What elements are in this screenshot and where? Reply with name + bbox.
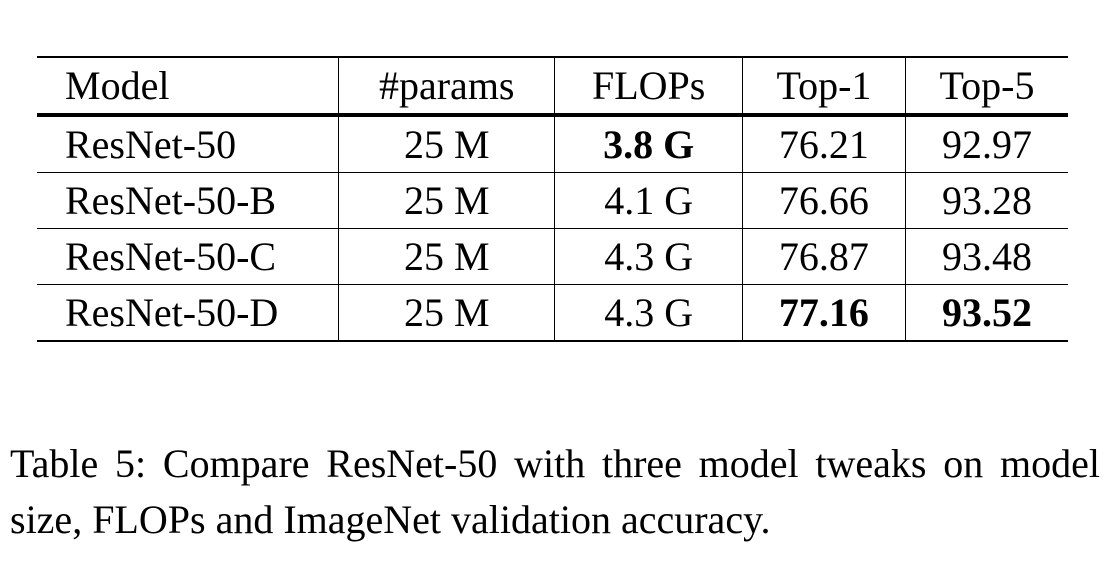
row: ResNet-50 25 M 3.8 G 76.21 92.97 — [37, 115, 1068, 173]
cell: ResNet-50 — [37, 115, 339, 173]
header-cell: Model — [37, 57, 339, 115]
cell: 25 M — [337, 284, 556, 341]
header-cell: Top-5 — [904, 57, 1068, 115]
row: ResNet-50-B 25 M 4.1 G 76.66 93.28 — [37, 172, 1068, 229]
cell: 4.3 G — [554, 228, 743, 285]
cell: 93.28 — [904, 172, 1068, 229]
cell: 76.87 — [741, 228, 906, 285]
cell: 76.21 — [741, 115, 906, 173]
header-row: Model #params FLOPs Top-1 Top-5 — [37, 57, 1068, 115]
cell: 77.16 — [741, 284, 906, 341]
cell: 3.8 G — [554, 115, 743, 173]
header-cell: #params — [337, 57, 556, 115]
row: ResNet-50-D 25 M 4.3 G 77.16 93.52 — [37, 284, 1068, 341]
cell: 25 M — [337, 115, 556, 173]
cell: ResNet-50-C — [37, 228, 339, 285]
row: ResNet-50-C 25 M 4.3 G 76.87 93.48 — [37, 228, 1068, 285]
cell: ResNet-50-D — [37, 284, 339, 341]
cell: ResNet-50-B — [37, 172, 339, 229]
header-cell: Top-1 — [741, 57, 906, 115]
header-cell: FLOPs — [554, 57, 743, 115]
cell: 4.3 G — [554, 284, 743, 341]
cell: 76.66 — [741, 172, 906, 229]
cell: 25 M — [337, 228, 556, 285]
caption: Table 5: Compare ResNet-50 with three mo… — [10, 441, 1100, 542]
cell: 25 M — [337, 172, 556, 229]
cell: 93.52 — [904, 284, 1068, 341]
results-table: Model #params FLOPs Top-1 Top-5 ResNet-5… — [37, 56, 1068, 342]
cell: 92.97 — [904, 115, 1068, 173]
cell: 93.48 — [904, 228, 1068, 285]
cell: 4.1 G — [554, 172, 743, 229]
